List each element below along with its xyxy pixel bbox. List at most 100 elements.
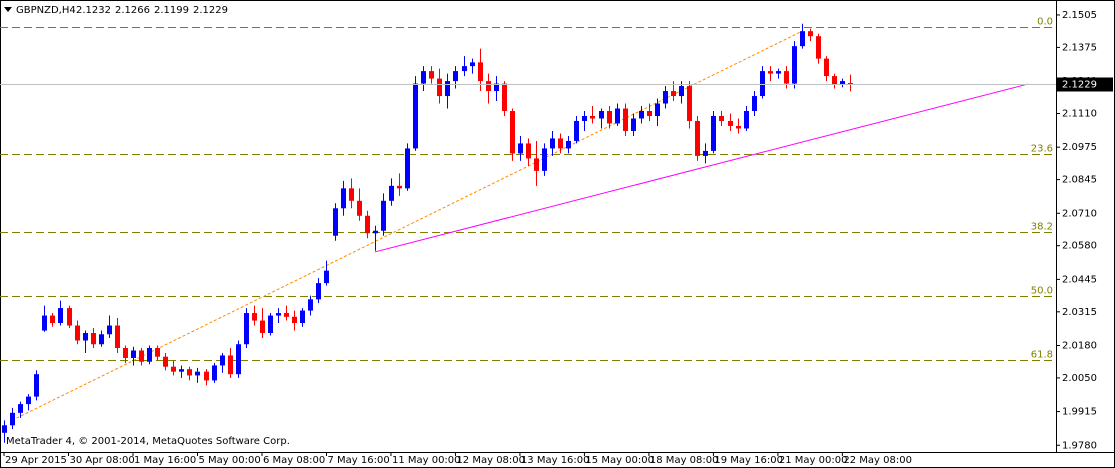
candle-body <box>582 115 587 121</box>
candle-body <box>574 120 579 141</box>
candle-body <box>445 81 450 97</box>
candle-body <box>341 188 346 209</box>
candle-body <box>639 111 644 119</box>
candle-body <box>220 355 225 366</box>
candle-body <box>236 344 241 375</box>
y-tick-label: 2.0050 <box>1062 373 1097 384</box>
candle-body <box>421 71 426 84</box>
candle-body <box>800 31 805 47</box>
candle-body <box>381 200 386 231</box>
price-label-bg <box>1057 77 1113 92</box>
candle-body <box>300 310 305 324</box>
candle-body <box>131 350 136 358</box>
candle-body <box>494 83 499 92</box>
candle-body <box>736 125 741 129</box>
x-tick-label: 18 May 08:00 <box>650 455 719 466</box>
candle-body <box>99 334 104 345</box>
y-tick-label: 2.0315 <box>1062 307 1097 318</box>
ohlc-value: 2.1229 <box>193 5 228 16</box>
candle-body <box>655 103 660 116</box>
trend-line <box>374 83 1028 253</box>
candle-body <box>115 325 120 348</box>
candle-body <box>768 71 773 74</box>
candle-body <box>18 404 23 413</box>
candle-body <box>67 308 72 326</box>
candle-body <box>324 270 329 284</box>
candle-body <box>502 83 507 112</box>
candle-body <box>728 120 733 126</box>
candle-body <box>268 315 273 334</box>
candle-body <box>631 118 636 131</box>
fib-label: 50.0 <box>1031 286 1053 297</box>
candle-body <box>687 86 692 121</box>
candle-body <box>187 369 192 376</box>
candle-body <box>792 46 797 84</box>
candle-body <box>623 108 628 131</box>
ohlc-value: 2.1266 <box>115 5 150 16</box>
candle-body <box>58 308 63 324</box>
candle-body <box>848 83 853 85</box>
menu-arrow[interactable] <box>4 7 12 12</box>
candle-body <box>671 91 676 97</box>
y-tick-label: 2.0445 <box>1062 274 1097 285</box>
x-tick-label: 19 May 16:00 <box>714 455 783 466</box>
candle-body <box>163 356 168 367</box>
x-tick-label: 30 Apr 08:00 <box>70 455 135 466</box>
candle-body <box>824 58 829 77</box>
candle-body <box>478 62 483 82</box>
y-tick-label: 1.9915 <box>1062 407 1097 418</box>
fib-label: 23.6 <box>1031 144 1053 155</box>
x-tick-label: 29 Apr 2015 <box>5 455 67 466</box>
candle-body <box>534 158 539 171</box>
candle-body <box>437 78 442 97</box>
ohlc-value: 2.1232 <box>76 5 111 16</box>
candle-body <box>784 71 789 84</box>
symbol: GBPNZD,H4 <box>16 5 76 16</box>
x-tick-label: 21 May 00:00 <box>779 455 848 466</box>
candle-body <box>195 371 200 376</box>
candle-body <box>744 111 749 129</box>
candle-body <box>75 325 80 341</box>
candle-body <box>212 365 217 381</box>
x-tick-label: 5 May 00:00 <box>198 455 260 466</box>
candle-body <box>26 396 31 405</box>
x-tick-label: 1 May 16:00 <box>134 455 196 466</box>
candle-body <box>647 111 652 116</box>
plot <box>0 23 1056 443</box>
candle-body <box>752 96 757 112</box>
candle-body <box>719 115 724 121</box>
candle-body <box>526 143 531 159</box>
candle-body <box>107 325 112 335</box>
candle-body <box>373 230 378 234</box>
candle-body <box>389 185 394 201</box>
ohlc-header: 2.1232 2.1266 2.1199 2.1229 <box>76 5 228 16</box>
candle-body <box>776 71 781 74</box>
y-tick-label: 2.0580 <box>1062 241 1097 252</box>
candle-body <box>284 313 289 317</box>
y-tick-label: 2.0710 <box>1062 208 1097 219</box>
x-tick-label: 22 May 08:00 <box>843 455 912 466</box>
candle-body <box>397 185 402 189</box>
candle-body <box>365 215 370 234</box>
candle-body <box>83 333 88 341</box>
candle-body <box>542 148 547 171</box>
candle-body <box>663 91 668 104</box>
y-tick-label: 1.9780 <box>1062 440 1097 451</box>
candle-body <box>429 71 434 79</box>
candle-body <box>703 150 708 156</box>
candle-body <box>510 111 515 154</box>
candle-body <box>607 111 612 124</box>
candle-body <box>308 299 313 311</box>
candle-body <box>260 320 265 334</box>
candle-body <box>228 355 233 375</box>
candle-body <box>679 86 684 97</box>
candle-body <box>333 208 338 236</box>
candle-body <box>566 140 571 149</box>
candle-body <box>123 347 128 358</box>
candle-body <box>590 115 595 119</box>
candle-body <box>413 83 418 149</box>
candle-body <box>760 71 765 97</box>
x-tick-label: 12 May 08:00 <box>456 455 525 466</box>
fib-label: 38.2 <box>1031 222 1053 233</box>
